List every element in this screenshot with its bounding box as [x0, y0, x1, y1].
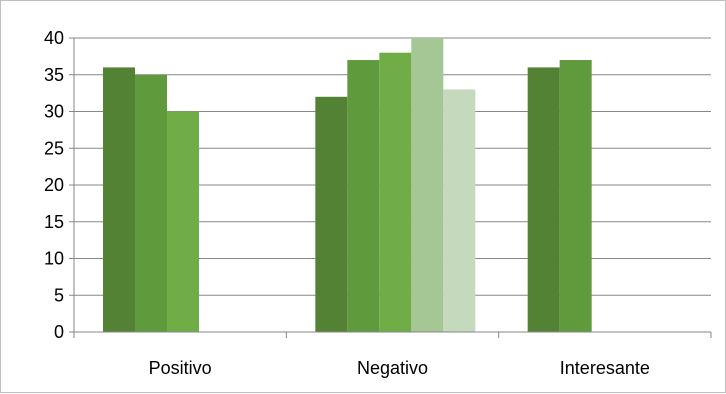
- axes: [69, 37, 712, 338]
- y-tick-label: 0: [54, 322, 64, 342]
- bar-interesante-series-2: [559, 60, 592, 333]
- y-tick-label: 40: [44, 28, 64, 48]
- x-tick-label-interesante: Interesante: [560, 358, 650, 378]
- y-tick-label: 25: [44, 138, 64, 158]
- bar-negativo-series-5: [443, 89, 476, 332]
- y-tick-label: 15: [44, 212, 64, 232]
- x-tick-labels: Positivo Negativo Interesante: [149, 358, 650, 378]
- x-tick-label-negativo: Negativo: [357, 358, 428, 378]
- bars: [103, 38, 592, 333]
- y-tick-labels: 0 5 10 15 20 25 30 35 40: [44, 28, 64, 342]
- bar-negativo-series-2: [347, 60, 380, 333]
- bar-positivo-series-3: [167, 111, 199, 332]
- y-tick-label: 20: [44, 175, 64, 195]
- bar-negativo-series-1: [315, 96, 348, 332]
- y-tick-label: 10: [44, 249, 64, 269]
- bar-negativo-series-3: [379, 52, 412, 332]
- y-tick-label: 5: [54, 285, 64, 305]
- y-tick-label: 35: [44, 65, 64, 85]
- bar-negativo-series-4: [411, 38, 444, 332]
- bar-interesante-series-1: [527, 67, 560, 333]
- bar-positivo-series-1: [103, 67, 135, 333]
- bar-positivo-series-2: [135, 74, 167, 332]
- x-tick-label-positivo: Positivo: [149, 358, 212, 378]
- y-tick-label: 30: [44, 102, 64, 122]
